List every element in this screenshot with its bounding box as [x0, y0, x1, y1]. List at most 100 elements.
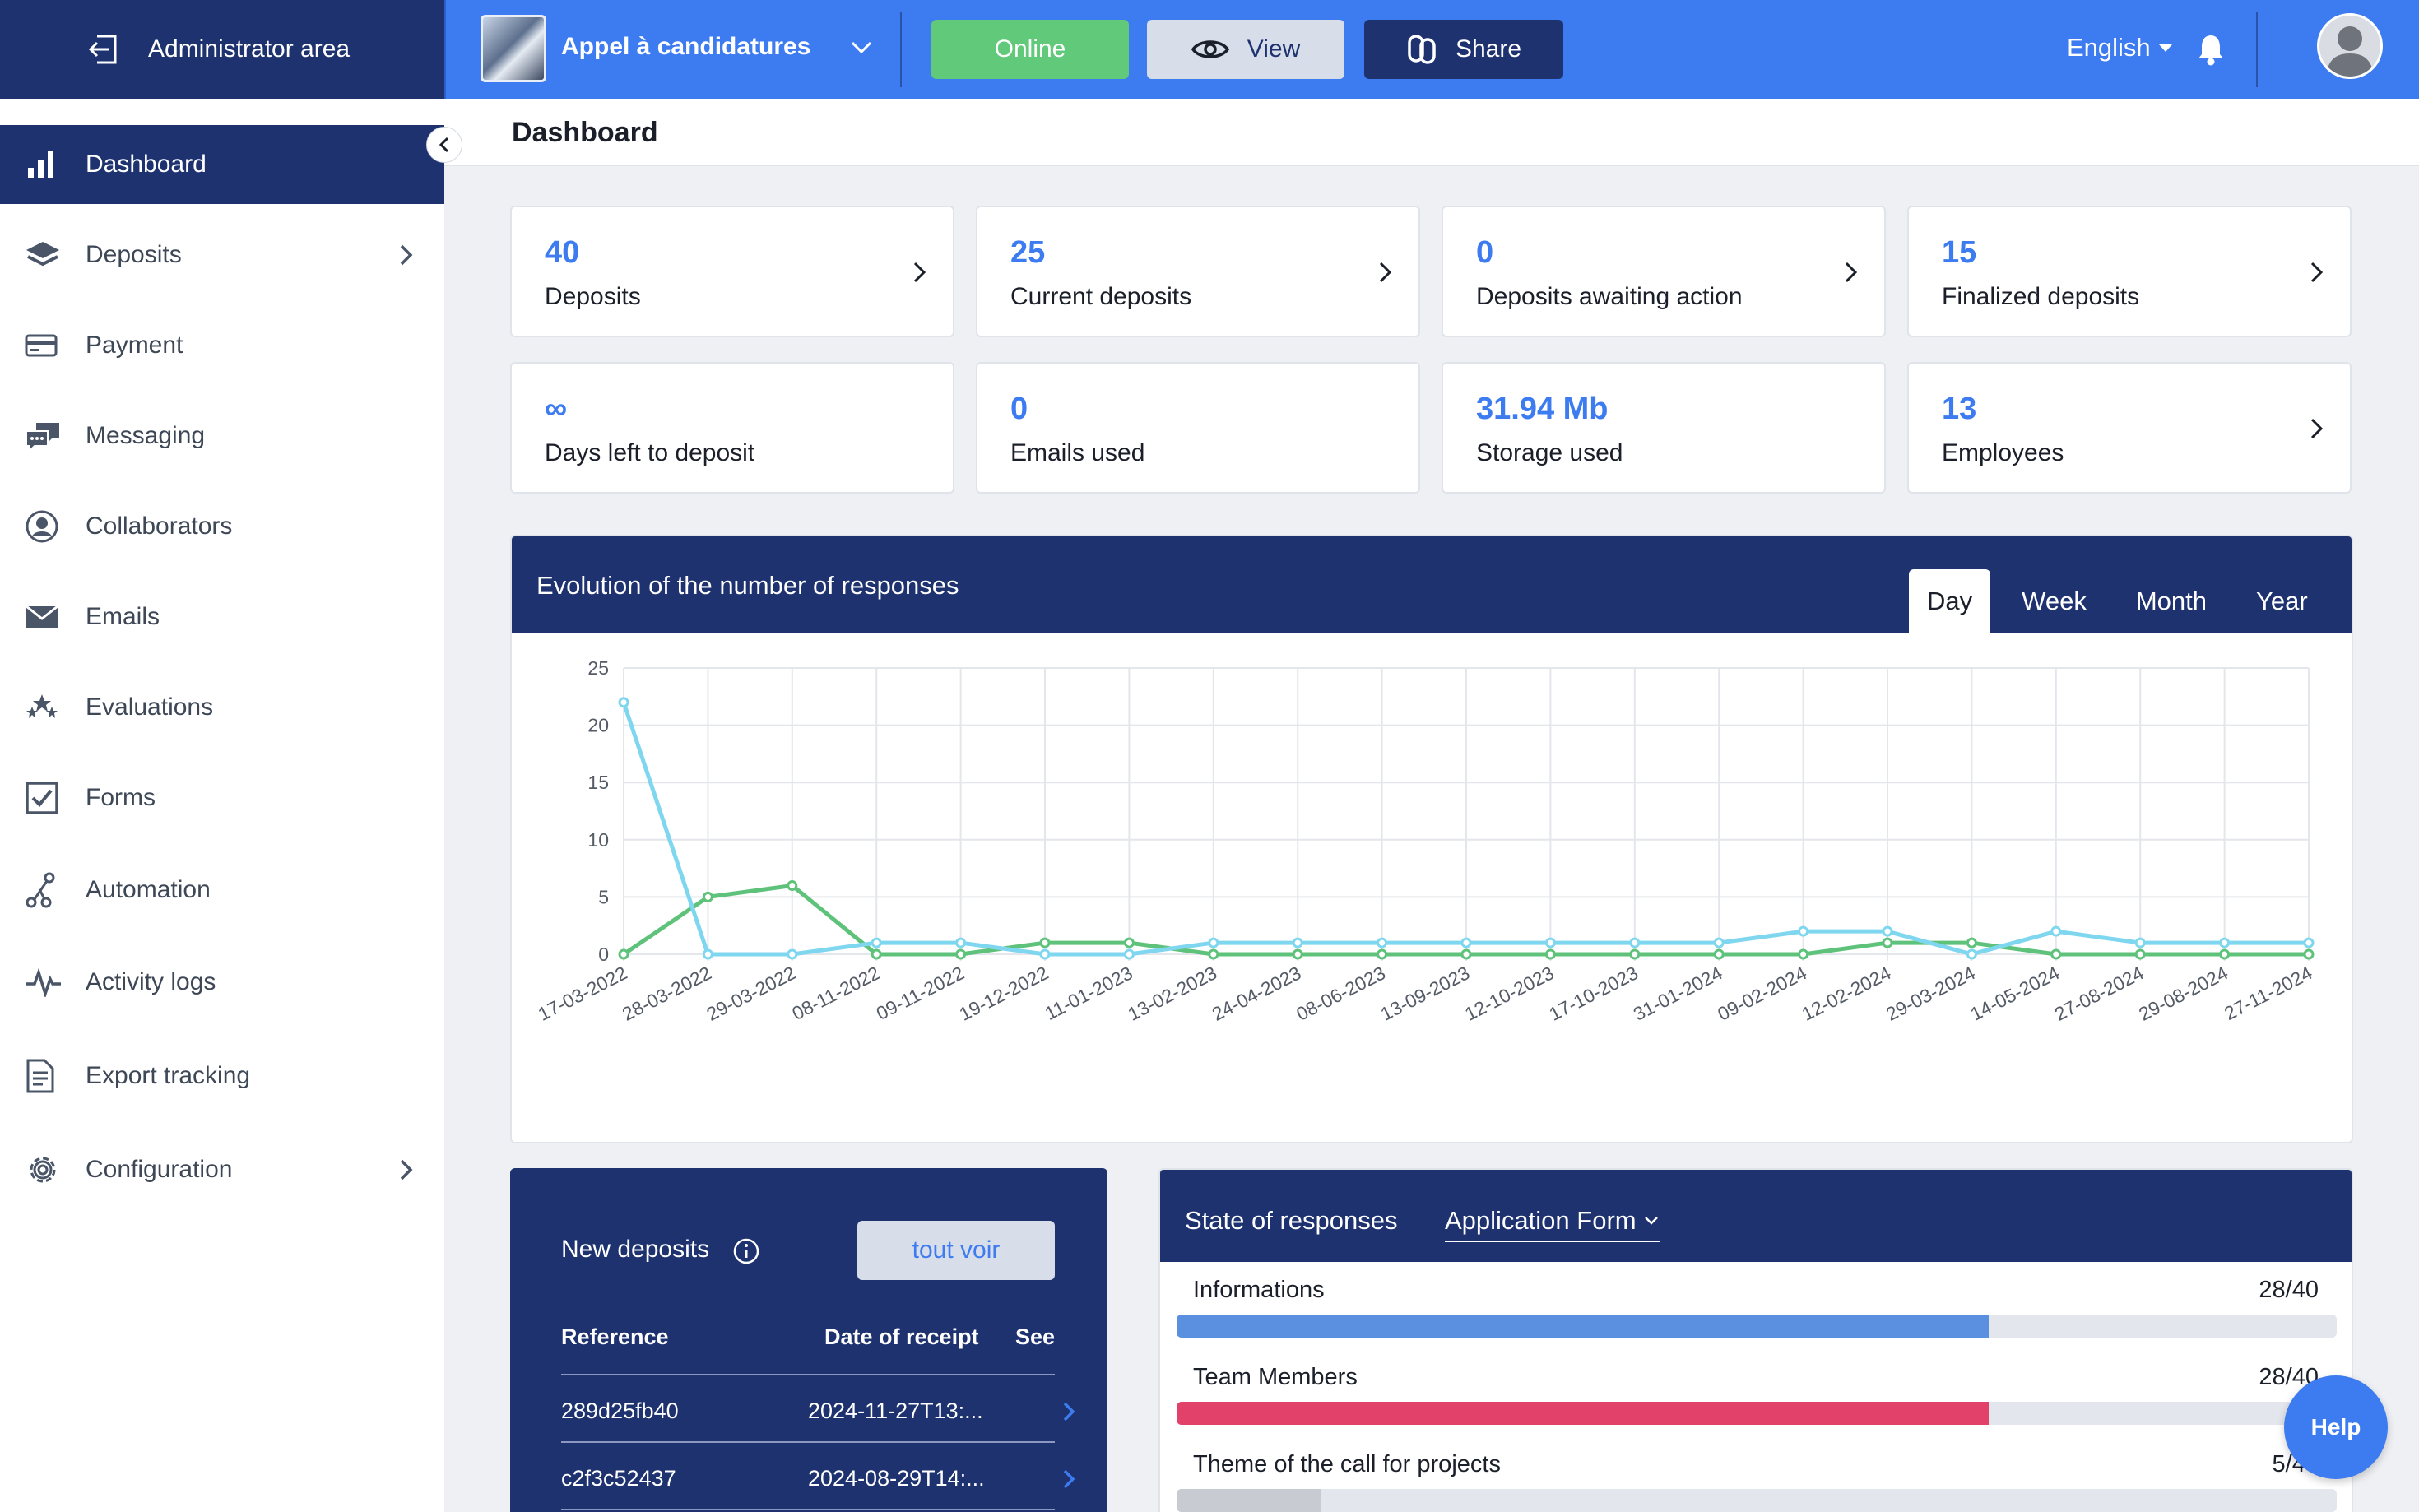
x-tick-label: 08-11-2022 — [788, 962, 883, 1024]
stat-card-current-deposits[interactable]: 25 Current deposits — [976, 206, 1420, 337]
help-button[interactable]: Help — [2284, 1375, 2388, 1479]
sidebar-item-activity-logs[interactable]: Activity logs — [0, 943, 444, 1022]
stat-label: Finalized deposits — [1942, 283, 2140, 310]
sidebar-item-export-tracking[interactable]: Export tracking — [0, 1037, 444, 1115]
sidebar-item-label: Emails — [86, 603, 160, 630]
chevron-right-icon — [2310, 262, 2324, 283]
user-avatar[interactable] — [2317, 13, 2383, 79]
stat-card-employees[interactable]: 13 Employees — [1907, 362, 2352, 494]
data-point — [1123, 948, 1135, 960]
data-point — [2050, 925, 2062, 937]
column-header-date: Date of receipt — [824, 1324, 979, 1349]
sidebar-item-forms[interactable]: Forms — [0, 758, 444, 837]
tab-year[interactable]: Year — [2256, 587, 2308, 615]
tab-month[interactable]: Month — [2135, 587, 2207, 615]
data-point — [871, 937, 882, 948]
stat-card-deposits-awaiting-action[interactable]: 0 Deposits awaiting action — [1442, 206, 1886, 337]
stat-value: 0 — [1476, 235, 1494, 270]
progress-count: 28/40 — [2259, 1277, 2319, 1303]
chevron-down-icon — [1644, 1217, 1658, 1225]
chevron-right-icon[interactable] — [1061, 1468, 1076, 1491]
bell-icon[interactable] — [2197, 33, 2225, 66]
language-selector[interactable]: English — [2067, 33, 2172, 63]
sidebar-item-messaging[interactable]: Messaging — [0, 397, 444, 475]
data-point — [1039, 948, 1051, 960]
y-tick-label: 5 — [598, 886, 609, 907]
data-point — [1377, 948, 1388, 960]
x-tick-label: 29-03-2024 — [1883, 962, 1979, 1025]
data-point — [787, 879, 798, 891]
data-point — [1292, 948, 1303, 960]
data-point — [1882, 937, 1893, 948]
see-all-button[interactable]: tout voir — [857, 1221, 1055, 1280]
divider — [2256, 12, 2258, 87]
stat-value: 40 — [545, 235, 580, 270]
tab-week[interactable]: Week — [2022, 587, 2087, 615]
sidebar-item-label: Configuration — [86, 1156, 233, 1183]
deposit-reference: c2f3c52437 — [561, 1466, 676, 1491]
deposit-date: 2024-08-29T14:... — [808, 1466, 985, 1491]
sidebar: Dashboard Deposits Payment Messaging Col… — [0, 99, 444, 1512]
sidebar-item-deposits[interactable]: Deposits — [0, 216, 444, 295]
stat-card-finalized-deposits[interactable]: 15 Finalized deposits — [1907, 206, 2352, 337]
sidebar-item-collaborators[interactable]: Collaborators — [0, 487, 444, 566]
stat-card-days-left: ∞ Days left to deposit — [510, 362, 954, 494]
chevron-right-icon — [913, 262, 926, 283]
progress-track — [1177, 1402, 2337, 1425]
y-tick-label: 0 — [598, 944, 609, 965]
progress-label: Team Members — [1193, 1364, 1358, 1390]
info-icon[interactable] — [732, 1237, 760, 1265]
user-icon — [2326, 26, 2374, 77]
administrator-area-link[interactable]: Administrator area — [0, 0, 444, 99]
stat-card-deposits[interactable]: 40 Deposits — [510, 206, 954, 337]
sidebar-item-label: Automation — [86, 876, 211, 903]
progress-track — [1177, 1489, 2337, 1512]
form-select[interactable]: Application Form — [1445, 1206, 1660, 1242]
chevron-right-icon — [400, 244, 413, 266]
sidebar-item-dashboard[interactable]: Dashboard — [0, 125, 444, 204]
form-select-value: Application Form — [1445, 1206, 1637, 1235]
sidebar-item-emails[interactable]: Emails — [0, 577, 444, 656]
chevron-right-icon[interactable] — [1061, 1400, 1076, 1423]
stars-icon — [26, 694, 58, 718]
chevron-right-icon — [1845, 262, 1858, 283]
data-point — [2219, 937, 2231, 948]
share-label: Share — [1455, 35, 1522, 63]
new-deposits-panel: New deposits tout voir Reference Date of… — [510, 1168, 1107, 1512]
stat-label: Employees — [1942, 439, 2064, 466]
sidebar-item-evaluations[interactable]: Evaluations — [0, 668, 444, 747]
share-button[interactable]: Share — [1364, 20, 1563, 79]
y-tick-label: 25 — [587, 657, 609, 679]
x-tick-label: 31-01-2024 — [1630, 962, 1726, 1025]
x-tick-label: 13-02-2023 — [1124, 962, 1220, 1025]
x-tick-label: 12-02-2024 — [1799, 962, 1895, 1025]
x-tick-label: 24-04-2023 — [1209, 962, 1305, 1025]
main-content: Dashboard 40 Deposits 25 Current deposit… — [444, 99, 2419, 1512]
x-tick-label: 19-12-2022 — [956, 962, 1052, 1025]
data-point — [618, 948, 629, 960]
bar-chart-icon — [28, 151, 53, 178]
state-title: State of responses — [1185, 1206, 1398, 1235]
online-status-button[interactable]: Online — [931, 20, 1129, 79]
chevron-left-icon — [439, 137, 449, 153]
sidebar-item-automation[interactable]: Automation — [0, 851, 444, 930]
eye-icon — [1191, 40, 1229, 58]
caret-down-icon — [2158, 44, 2172, 52]
view-button[interactable]: View — [1147, 20, 1344, 79]
progress-fill — [1177, 1489, 1322, 1512]
data-point — [1629, 948, 1641, 960]
sidebar-item-configuration[interactable]: Configuration — [0, 1130, 444, 1209]
project-selector[interactable]: Appel à candidatures — [444, 0, 902, 99]
stat-label: Storage used — [1476, 439, 1623, 466]
tab-day[interactable]: Day — [1909, 569, 1991, 633]
sidebar-item-payment[interactable]: Payment — [0, 306, 444, 385]
sidebar-item-label: Evaluations — [86, 693, 214, 721]
progress-track — [1177, 1315, 2337, 1338]
stat-card-storage-used: 31.94 Mb Storage used — [1442, 362, 1886, 494]
data-point — [2134, 937, 2146, 948]
progress-label: Informations — [1193, 1277, 1325, 1303]
data-point — [1544, 948, 1556, 960]
user-circle-icon — [26, 510, 58, 543]
online-label: Online — [994, 35, 1066, 63]
collapse-sidebar-button[interactable] — [426, 127, 462, 163]
